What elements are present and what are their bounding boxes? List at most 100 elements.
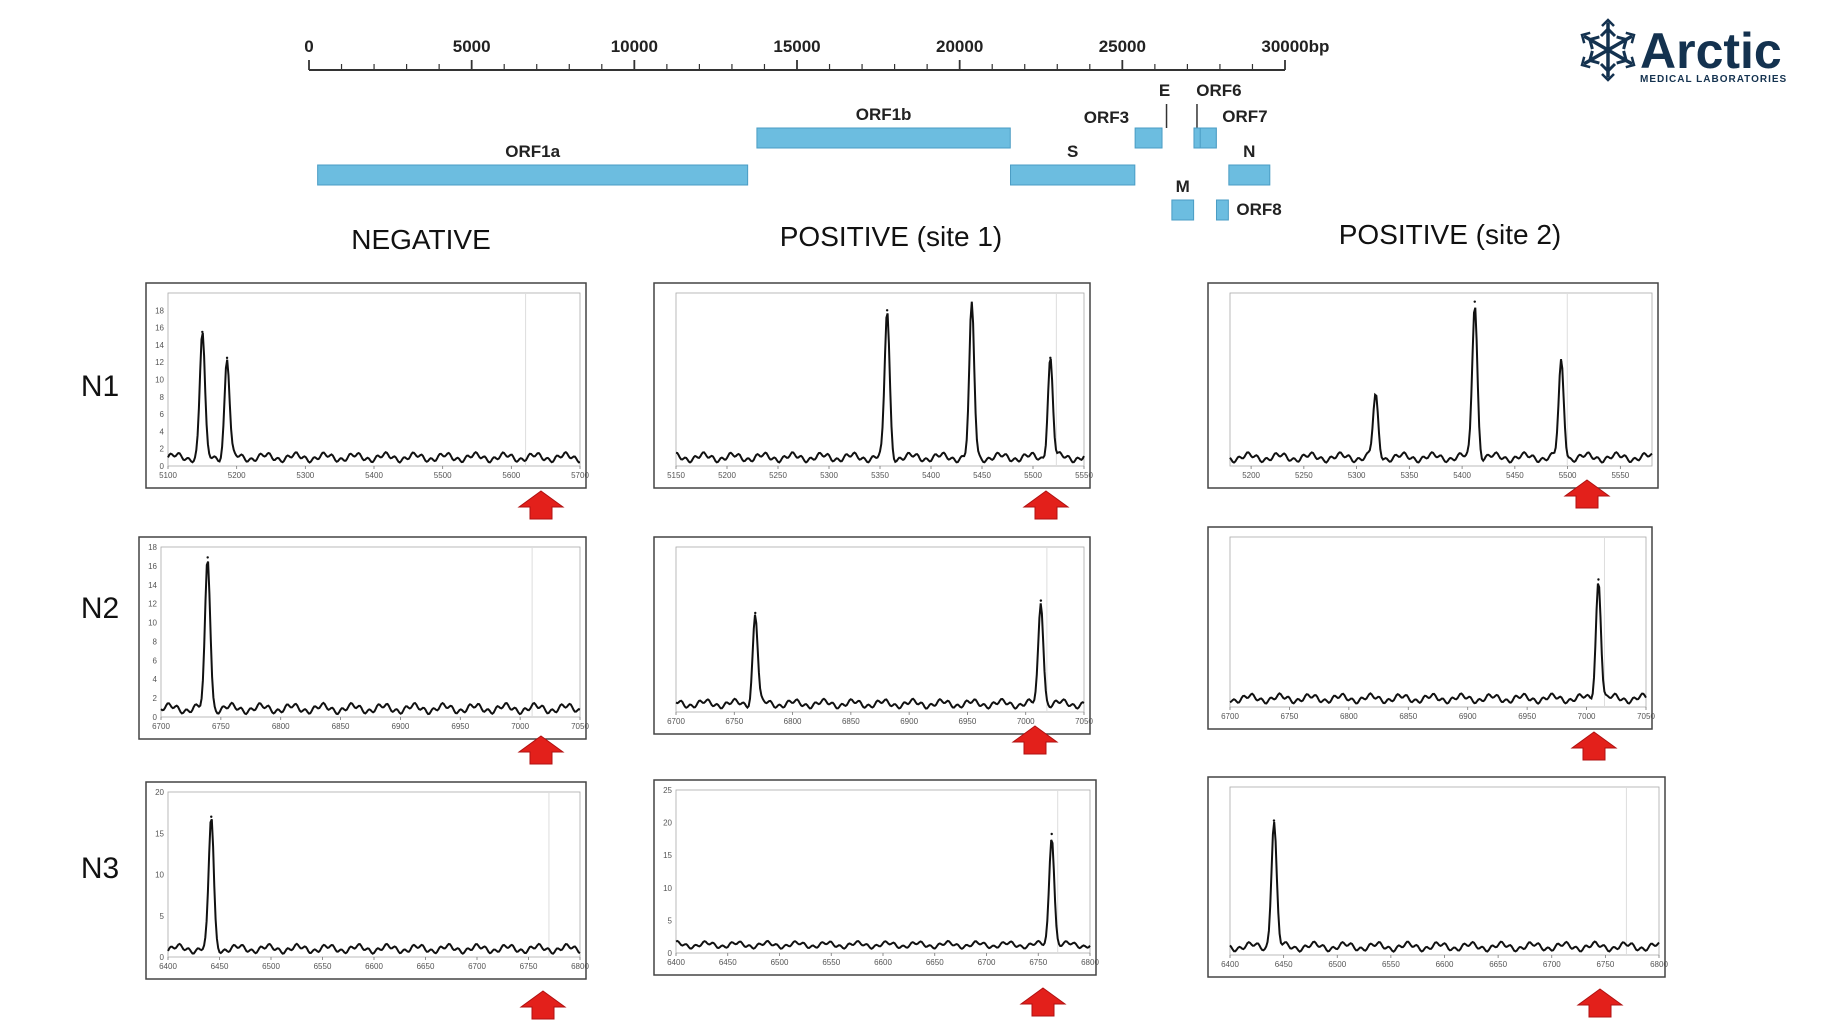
- logo-subtitle: MEDICAL LABORATORIES: [1640, 74, 1787, 85]
- x-tick-label: 6550: [822, 958, 840, 967]
- logo-name: Arctic: [1640, 23, 1782, 79]
- x-tick-label: 6900: [900, 717, 918, 726]
- x-tick-label: 6400: [1221, 960, 1239, 969]
- genome-tick-label: 10000: [611, 37, 658, 56]
- red-arrow-marker: [521, 991, 565, 1019]
- y-tick-label: 6: [160, 410, 165, 419]
- genome-map: 0 5000 10000 15000 20000 25000 30000 bp ORF1a ORF…: [304, 37, 1329, 220]
- y-tick-label: 14: [148, 581, 157, 590]
- peak-point-1: [1597, 578, 1599, 580]
- spectrum-panel-n2-positive-site-1: 6700 6750 6800 6850 6900 6950 7000 7050: [654, 537, 1093, 754]
- x-tick-label: 6700: [667, 717, 685, 726]
- x-tick-label: 5500: [434, 471, 452, 480]
- spectrum-panel-n1-positive-site-1: 5150 5200 5250 5300 5350 5400 5450 5500 5550: [654, 283, 1093, 519]
- y-tick-label: 15: [155, 829, 164, 838]
- x-tick-label: 6800: [1081, 958, 1099, 967]
- x-tick-label: 6600: [1436, 960, 1454, 969]
- x-tick-label: 6800: [571, 962, 589, 971]
- peak-point-1: [210, 816, 212, 818]
- logo: Arctic MEDICAL LABORATORIES: [1579, 20, 1788, 85]
- gene-label-orf3: ORF3: [1084, 108, 1129, 127]
- y-tick-label: 0: [160, 462, 165, 471]
- genome-tick-label: 0: [304, 37, 313, 56]
- x-tick-label: 6400: [667, 958, 685, 967]
- x-tick-label: 5700: [571, 471, 589, 480]
- x-tick-label: 6500: [262, 962, 280, 971]
- x-tick-label: 6600: [874, 958, 892, 967]
- gene-bar-orf1b: [757, 128, 1010, 148]
- peak-point-1: [206, 556, 208, 558]
- y-tick-label: 12: [148, 600, 157, 609]
- x-tick-label: 6700: [1221, 712, 1239, 721]
- peak-point-2: [1474, 300, 1476, 302]
- spectrum-panel-n2-negative: 6700 6750 6800 6850 6900 6950 7000 705002468101…: [139, 537, 589, 764]
- x-tick-label: 6750: [1596, 960, 1614, 969]
- x-tick-label: 5200: [718, 471, 736, 480]
- x-tick-label: 5550: [1611, 471, 1629, 480]
- spectra-grid: 5100 5200 5300 5400 5500 5600 5700024681012141…: [139, 283, 1668, 1019]
- x-tick-label: 6650: [926, 958, 944, 967]
- x-tick-label: 7000: [1017, 717, 1035, 726]
- x-tick-label: 5450: [1506, 471, 1524, 480]
- red-arrow-marker: [1572, 732, 1616, 760]
- x-tick-label: 6950: [451, 722, 469, 731]
- peak-point-1: [886, 309, 888, 311]
- y-tick-label: 16: [155, 324, 164, 333]
- y-tick-label: 20: [155, 788, 164, 797]
- x-tick-label: 6700: [978, 958, 996, 967]
- y-tick-label: 10: [663, 884, 672, 893]
- gene-label-orf7: ORF7: [1222, 107, 1267, 126]
- red-arrow-marker: [1578, 989, 1622, 1017]
- x-tick-label: 6650: [417, 962, 435, 971]
- x-tick-label: 6800: [1340, 712, 1358, 721]
- x-tick-label: 6850: [1399, 712, 1417, 721]
- x-tick-label: 7050: [571, 722, 589, 731]
- y-tick-label: 12: [155, 358, 164, 367]
- gene-label-e: E: [1159, 81, 1170, 100]
- x-tick-label: 5250: [769, 471, 787, 480]
- peak-point-2: [971, 305, 973, 307]
- spectrum-panel-n3-positive-site-2: 6400 6450 6500 6550 6600 6650 6700 6750 6800: [1208, 777, 1668, 1017]
- y-tick-label: 4: [160, 427, 165, 436]
- row-label-n2: N2: [81, 592, 119, 625]
- y-tick-label: 6: [153, 656, 158, 665]
- x-tick-label: 5300: [820, 471, 838, 480]
- x-tick-label: 6750: [725, 717, 743, 726]
- x-tick-label: 6800: [1650, 960, 1668, 969]
- y-tick-label: 18: [148, 543, 157, 552]
- x-tick-label: 5350: [1400, 471, 1418, 480]
- gene-bar-orf8: [1216, 200, 1228, 220]
- red-arrow-marker: [1024, 491, 1068, 519]
- x-tick-label: 5400: [1453, 471, 1471, 480]
- gene-bar-orf1a: [318, 165, 748, 185]
- peak-point-1: [1273, 819, 1275, 821]
- gene-bar-m: [1172, 200, 1194, 220]
- column-title-positive-site1: POSITIVE (site 1): [780, 221, 1003, 252]
- genome-tick-label: 15000: [773, 37, 820, 56]
- x-tick-label: 6400: [159, 962, 177, 971]
- x-tick-label: 5250: [1295, 471, 1313, 480]
- peak-point-3: [1049, 357, 1051, 359]
- x-tick-label: 5450: [973, 471, 991, 480]
- x-tick-label: 5300: [1348, 471, 1366, 480]
- x-tick-label: 5200: [228, 471, 246, 480]
- x-tick-label: 6750: [1029, 958, 1047, 967]
- snowflake-icon: [1579, 20, 1638, 80]
- x-tick-label: 5550: [1075, 471, 1093, 480]
- x-tick-label: 6800: [272, 722, 290, 731]
- spectrum-panel-n2-positive-site-2: 6700 6750 6800 6850 6900 6950 7000 7050: [1208, 527, 1655, 760]
- y-tick-label: 8: [153, 637, 158, 646]
- gene-label-orf1a: ORF1a: [505, 142, 560, 161]
- genome-axis-unit: bp: [1309, 37, 1330, 56]
- column-title-negative: NEGATIVE: [351, 224, 491, 255]
- y-tick-label: 16: [148, 562, 157, 571]
- x-tick-label: 5300: [296, 471, 314, 480]
- x-tick-label: 6850: [332, 722, 350, 731]
- red-arrow-marker: [519, 491, 563, 519]
- x-tick-label: 6900: [392, 722, 410, 731]
- genome-tick-label: 20000: [936, 37, 983, 56]
- peak-point-2: [1040, 599, 1042, 601]
- spectrum-panel-n3-negative: 6400 6450 6500 6550 6600 6650 6700 6750 6800 0 5 10…: [146, 782, 589, 1019]
- x-tick-label: 5500: [1559, 471, 1577, 480]
- gene-bar-orf3: [1135, 128, 1162, 148]
